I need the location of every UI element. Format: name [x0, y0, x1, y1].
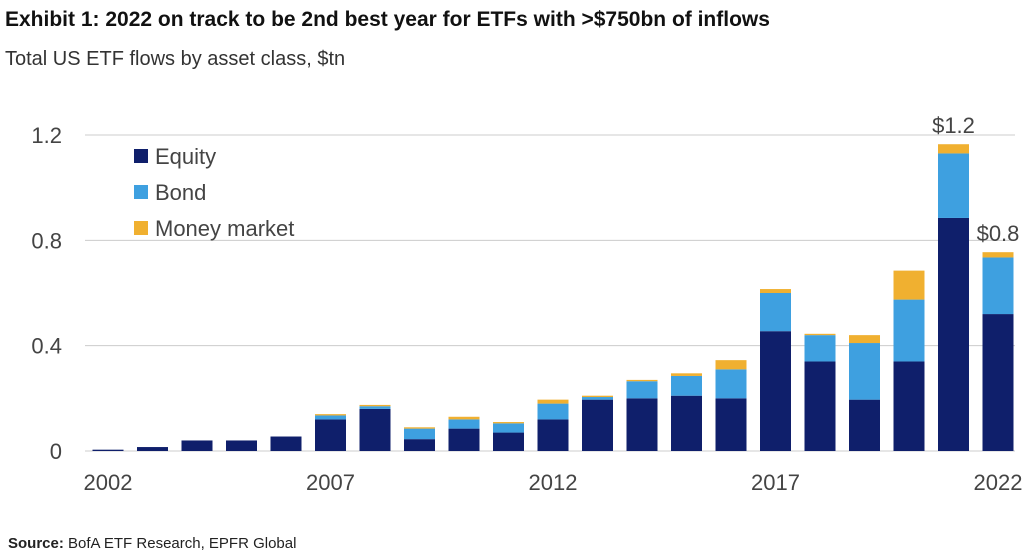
bar-segment-money-market	[982, 252, 1014, 258]
bar-segment-money-market	[715, 360, 747, 370]
legend: Equity Bond Money market	[134, 144, 294, 241]
bar-segment-bond	[404, 428, 435, 440]
legend-swatch	[134, 149, 148, 163]
bar-segment-bond	[359, 406, 391, 409]
bar-segment-equity	[938, 217, 969, 451]
legend-label: Money market	[155, 216, 294, 241]
bar-segment-money-market	[448, 416, 480, 420]
bar-segment-money-market	[582, 395, 613, 398]
bar-segment-equity	[92, 449, 124, 451]
y-tick-label: 0	[50, 439, 62, 464]
y-tick-label: 0.4	[31, 334, 62, 359]
bar-total-label: $0.8	[977, 221, 1020, 246]
bar-segment-money-market	[849, 335, 880, 344]
bar-segment-equity	[671, 395, 702, 451]
bar-segment-bond	[849, 343, 880, 400]
bar-segment-bond	[715, 369, 747, 399]
bar-segment-equity	[404, 439, 435, 451]
bar-segment-bond	[537, 403, 569, 420]
bar-segment-bond	[315, 415, 346, 420]
bar-segment-equity	[982, 314, 1014, 451]
bar-segment-equity	[537, 419, 569, 451]
source-label: Source:	[8, 535, 64, 552]
bar-segment-bond	[448, 419, 480, 429]
bar-segment-bond	[582, 397, 613, 400]
bar-segment-equity	[448, 428, 480, 451]
bar-segment-money-market	[938, 144, 969, 154]
bar-segment-money-market	[760, 289, 791, 293]
x-tick-label: 2012	[529, 470, 578, 495]
source-text: BofA ETF Research, EPFR Global	[68, 535, 297, 552]
legend-swatch	[134, 221, 148, 235]
bar-segment-money-market	[804, 333, 836, 336]
bar-segment-money-market	[359, 404, 391, 407]
chart-subtitle: Total US ETF flows by asset class, $tn	[5, 48, 346, 70]
bar-segment-equity	[359, 408, 391, 451]
x-axis: 2002 2007 2012 2017 2022	[84, 470, 1023, 495]
bar-segment-equity	[849, 399, 880, 451]
source-note: Source: BofA ETF Research, EPFR Global	[8, 535, 296, 552]
bar-segment-money-market	[404, 427, 435, 429]
legend-label: Equity	[155, 144, 216, 169]
bar-segment-equity	[893, 361, 925, 451]
bar-segment-equity	[582, 399, 613, 451]
bar-segment-equity	[760, 331, 791, 451]
bar-segment-equity	[493, 432, 524, 451]
bar-total-label: $1.2	[932, 113, 975, 138]
bar-segment-bond	[893, 299, 925, 362]
bar-segment-equity	[315, 419, 346, 451]
bar-segment-equity	[181, 440, 213, 451]
bar-segment-bond	[760, 293, 791, 332]
bar-segment-equity	[715, 398, 747, 451]
y-axis: 0 0.4 0.8 1.2	[31, 123, 62, 464]
bar-segment-equity	[626, 398, 658, 451]
x-tick-label: 2002	[84, 470, 133, 495]
bar-segment-money-market	[626, 379, 658, 382]
legend-swatch	[134, 185, 148, 199]
y-tick-label: 0.8	[31, 228, 62, 253]
x-tick-label: 2022	[974, 470, 1023, 495]
bar-segment-money-market	[315, 414, 346, 416]
y-tick-label: 1.2	[31, 123, 62, 148]
bar-segment-equity	[270, 436, 302, 451]
bar-segment-money-market	[671, 373, 702, 376]
bar-segment-equity	[804, 361, 836, 451]
bar-segment-bond	[804, 335, 836, 362]
bar-segment-money-market	[537, 399, 569, 404]
stacked-bar-chart: 0 0.4 0.8 1.2 2002 2007 2012 2017 2022 $1.2 $0.8…	[31, 113, 1023, 495]
bar-segment-money-market	[893, 270, 925, 300]
bar-segment-bond	[982, 257, 1014, 315]
bar-segment-equity	[137, 447, 168, 451]
chart-title: Exhibit 1: 2022 on track to be 2nd best …	[5, 8, 770, 31]
bar-segment-bond	[938, 153, 969, 218]
bar-segment-bond	[671, 375, 702, 396]
bar-segment-bond	[626, 381, 658, 399]
x-tick-label: 2017	[751, 470, 800, 495]
bar-segment-equity	[226, 440, 257, 451]
bars	[92, 144, 1014, 451]
x-tick-label: 2007	[306, 470, 355, 495]
bar-segment-money-market	[493, 422, 524, 424]
annotations: $1.2 $0.8	[932, 113, 1019, 246]
bar-segment-bond	[493, 423, 524, 433]
legend-label: Bond	[155, 180, 206, 205]
